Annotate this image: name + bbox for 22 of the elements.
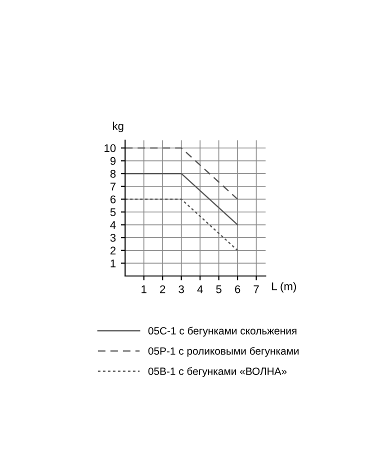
y-tick-label: 5 [110,208,116,216]
legend-label: 05В-1 с бегунками «ВОЛНА» [148,367,287,378]
y-tick-label: 7 [110,182,116,190]
x-tick-label: 7 [254,285,259,294]
y-tick-label: 9 [110,157,116,165]
y-axis-title: kg [112,122,124,132]
x-tick-label: 3 [178,285,184,294]
x-tick-label: 2 [160,285,166,294]
legend-label: 05С-1 с бегунками скольжения [148,326,296,337]
legend-label: 05Р-1 с роликовыми бегунками [148,346,299,357]
x-tick-label: 6 [235,285,240,294]
x-tick-label: 4 [197,285,203,294]
y-tick-label: 2 [110,246,116,254]
y-tick-label: 3 [110,234,116,242]
x-axis-title: L (m) [272,282,296,292]
x-tick-label: 1 [142,285,146,294]
y-tick-label: 10 [104,144,116,152]
x-tick-label: 5 [216,285,222,294]
y-tick-label: 6 [110,195,116,204]
y-tick-label: 4 [110,221,116,229]
y-tick-label: 8 [110,170,116,178]
y-tick-label: 1 [110,260,116,268]
